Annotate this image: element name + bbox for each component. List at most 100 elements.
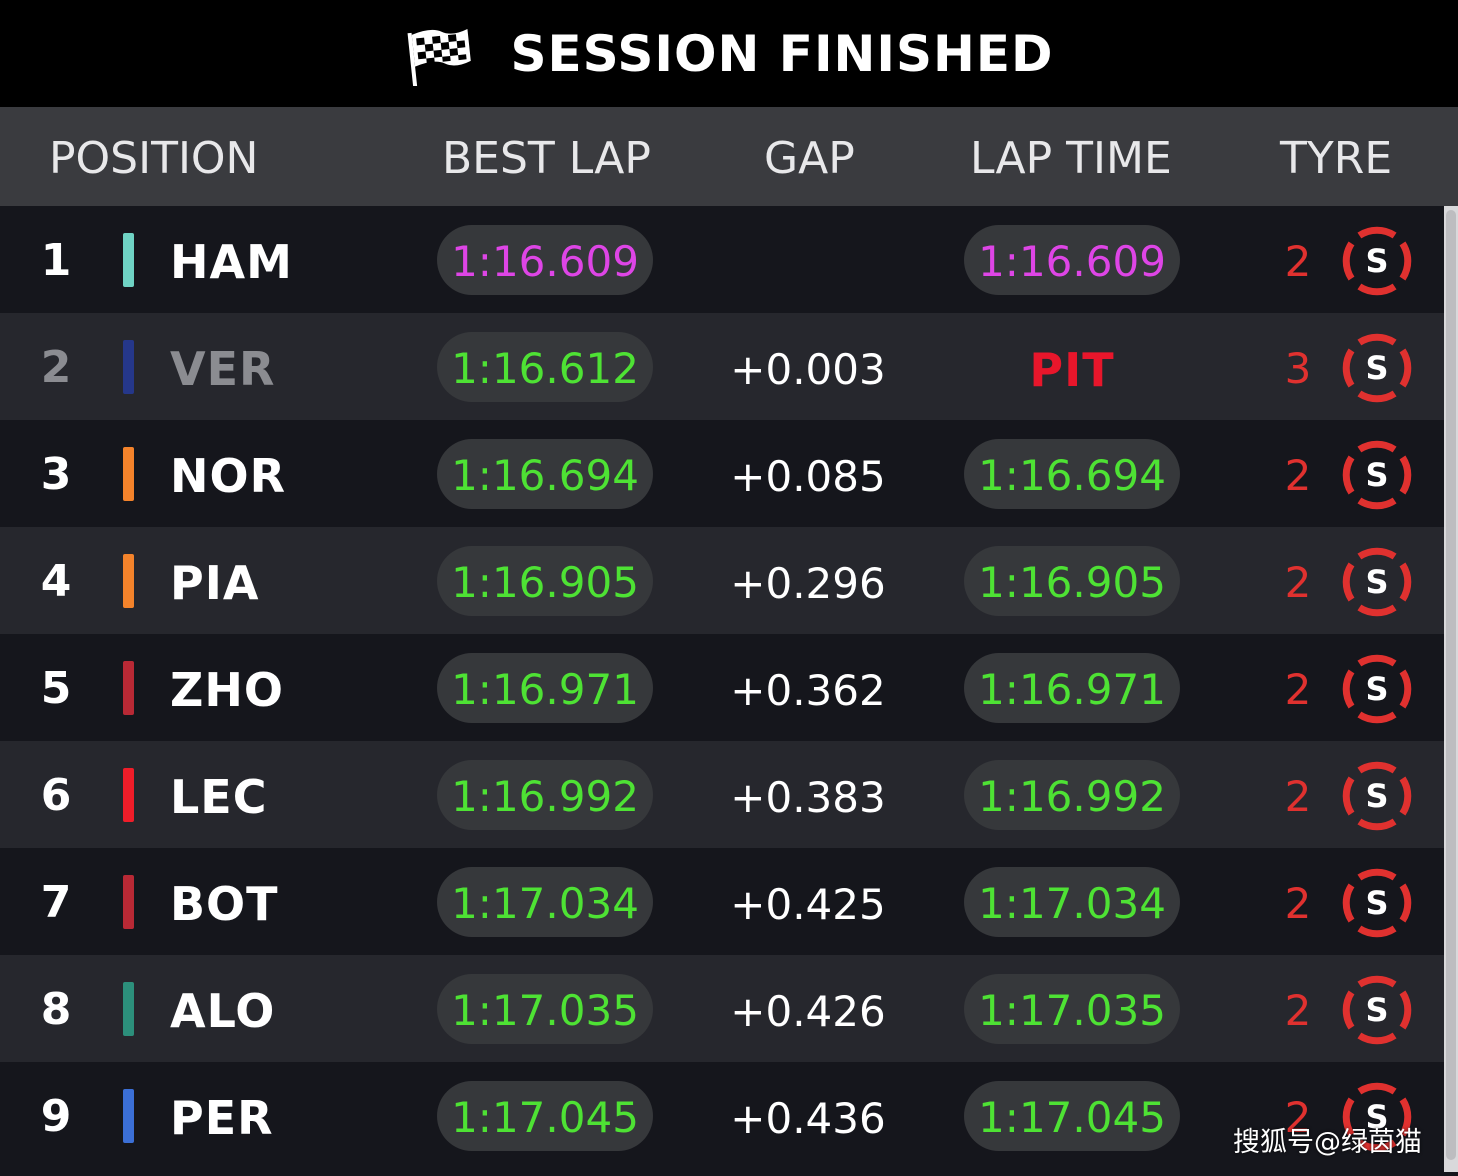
column-header-lap-time: LAP TIME [970, 133, 1172, 184]
lap-time: 1:16.694 [964, 439, 1180, 509]
timing-table: 1 HAM 1:16.609 1:16.609 2 S 2 VER 1:16.612 +0.003… [0, 206, 1444, 1169]
column-header-best-lap: BEST LAP [442, 133, 651, 184]
soft-tyre-icon: S [1342, 226, 1412, 296]
tyre-compound-letter: S [1365, 777, 1388, 815]
position-number: 4 [40, 556, 72, 607]
lap-time: 1:17.035 [964, 974, 1180, 1044]
scrollbar[interactable] [1444, 206, 1458, 1172]
gap-value: +0.383 [730, 773, 886, 822]
driver-code: NOR [170, 449, 287, 503]
driver-code: LEC [170, 770, 268, 824]
tyre-compound-letter: S [1365, 1098, 1388, 1136]
tyre-age: 2 [1284, 665, 1312, 714]
lap-time: 1:16.905 [964, 546, 1180, 616]
table-row[interactable]: 5 ZHO 1:16.971 +0.362 1:16.971 2 S [0, 634, 1444, 741]
soft-tyre-icon: S [1342, 975, 1412, 1045]
tyre-compound-letter: S [1365, 991, 1388, 1029]
gap-value: +0.296 [730, 559, 886, 608]
team-color-bar [123, 233, 134, 287]
driver-code: HAM [170, 235, 293, 289]
driver-code: PIA [170, 556, 260, 610]
lap-time: 1:16.992 [964, 760, 1180, 830]
watermark: 搜狐号@绿茵猫 [1233, 1127, 1422, 1158]
team-color-bar [123, 982, 134, 1036]
driver-code: ZHO [170, 663, 284, 717]
gap-value: +0.362 [730, 666, 886, 715]
gap-value: +0.426 [730, 987, 886, 1036]
tyre-age: 2 [1284, 451, 1312, 500]
position-number: 7 [40, 877, 72, 928]
team-color-bar [123, 340, 134, 394]
soft-tyre-icon: S [1342, 333, 1412, 403]
soft-tyre-icon: S [1342, 547, 1412, 617]
driver-code: ALO [170, 984, 276, 1038]
driver-code: PER [170, 1091, 274, 1145]
tyre-age: 3 [1284, 344, 1312, 393]
position-number: 9 [40, 1091, 72, 1142]
team-color-bar [123, 1089, 134, 1143]
scrollbar-thumb[interactable] [1446, 210, 1456, 1160]
checkered-flag-icon [408, 28, 472, 86]
tyre-age: 2 [1284, 237, 1312, 286]
driver-code: BOT [170, 877, 279, 931]
best-lap-time: 1:16.992 [437, 760, 653, 830]
tyre-compound-letter: S [1365, 349, 1388, 387]
position-number: 3 [40, 449, 72, 500]
tyre-compound-letter: S [1365, 456, 1388, 494]
table-row[interactable]: 6 LEC 1:16.992 +0.383 1:16.992 2 S [0, 741, 1444, 848]
soft-tyre-icon: S [1342, 868, 1412, 938]
best-lap-time: 1:16.905 [437, 546, 653, 616]
soft-tyre-icon: S [1342, 440, 1412, 510]
lap-time: 1:17.045 [964, 1081, 1180, 1151]
best-lap-time: 1:16.971 [437, 653, 653, 723]
gap-value: +0.085 [730, 452, 886, 501]
soft-tyre-icon: S [1342, 761, 1412, 831]
best-lap-time: 1:17.035 [437, 974, 653, 1044]
pit-status: PIT [1029, 343, 1115, 397]
best-lap-time: 1:16.612 [437, 332, 653, 402]
best-lap-time: 1:16.694 [437, 439, 653, 509]
team-color-bar [123, 447, 134, 501]
tyre-compound-letter: S [1365, 884, 1388, 922]
lap-time: 1:17.034 [964, 867, 1180, 937]
tyre-compound-letter: S [1365, 563, 1388, 601]
driver-code: VER [170, 342, 276, 396]
team-color-bar [123, 554, 134, 608]
gap-value: +0.425 [730, 880, 886, 929]
position-number: 8 [40, 984, 72, 1035]
table-row[interactable]: 7 BOT 1:17.034 +0.425 1:17.034 2 S [0, 848, 1444, 955]
table-row[interactable]: 8 ALO 1:17.035 +0.426 1:17.035 2 S [0, 955, 1444, 1062]
soft-tyre-icon: S [1342, 654, 1412, 724]
tyre-compound-letter: S [1365, 670, 1388, 708]
lap-time: 1:16.609 [964, 225, 1180, 295]
soft-tyre-icon: S [1342, 1082, 1412, 1152]
team-color-bar [123, 875, 134, 929]
team-color-bar [123, 768, 134, 822]
best-lap-time: 1:16.609 [437, 225, 653, 295]
session-title-bar: SESSION FINISHED [0, 0, 1458, 107]
tyre-age: 2 [1284, 558, 1312, 607]
session-title: SESSION FINISHED [510, 24, 1054, 83]
position-number: 6 [40, 770, 72, 821]
best-lap-time: 1:17.034 [437, 867, 653, 937]
table-row[interactable]: 4 PIA 1:16.905 +0.296 1:16.905 2 S [0, 527, 1444, 634]
tyre-compound-letter: S [1365, 242, 1388, 280]
table-row[interactable]: 3 NOR 1:16.694 +0.085 1:16.694 2 S [0, 420, 1444, 527]
team-color-bar [123, 661, 134, 715]
position-number: 1 [40, 235, 72, 286]
tyre-age: 2 [1284, 772, 1312, 821]
position-number: 2 [40, 342, 72, 393]
best-lap-time: 1:17.045 [437, 1081, 653, 1151]
table-row[interactable]: 2 VER 1:16.612 +0.003 PIT 3 S [0, 313, 1444, 420]
gap-value: +0.436 [730, 1094, 886, 1143]
column-header-row: POSITION BEST LAP GAP LAP TIME TYRE [0, 107, 1458, 206]
column-header-tyre: TYRE [1280, 133, 1393, 184]
table-row[interactable]: 9 PER 1:17.045 +0.436 1:17.045 2 S [0, 1062, 1444, 1169]
lap-time: 1:16.971 [964, 653, 1180, 723]
gap-value: +0.003 [730, 345, 886, 394]
table-row[interactable]: 1 HAM 1:16.609 1:16.609 2 S [0, 206, 1444, 313]
column-header-position: POSITION [49, 133, 259, 184]
column-header-gap: GAP [764, 133, 855, 184]
tyre-age: 2 [1284, 879, 1312, 928]
tyre-age: 2 [1284, 1093, 1312, 1142]
